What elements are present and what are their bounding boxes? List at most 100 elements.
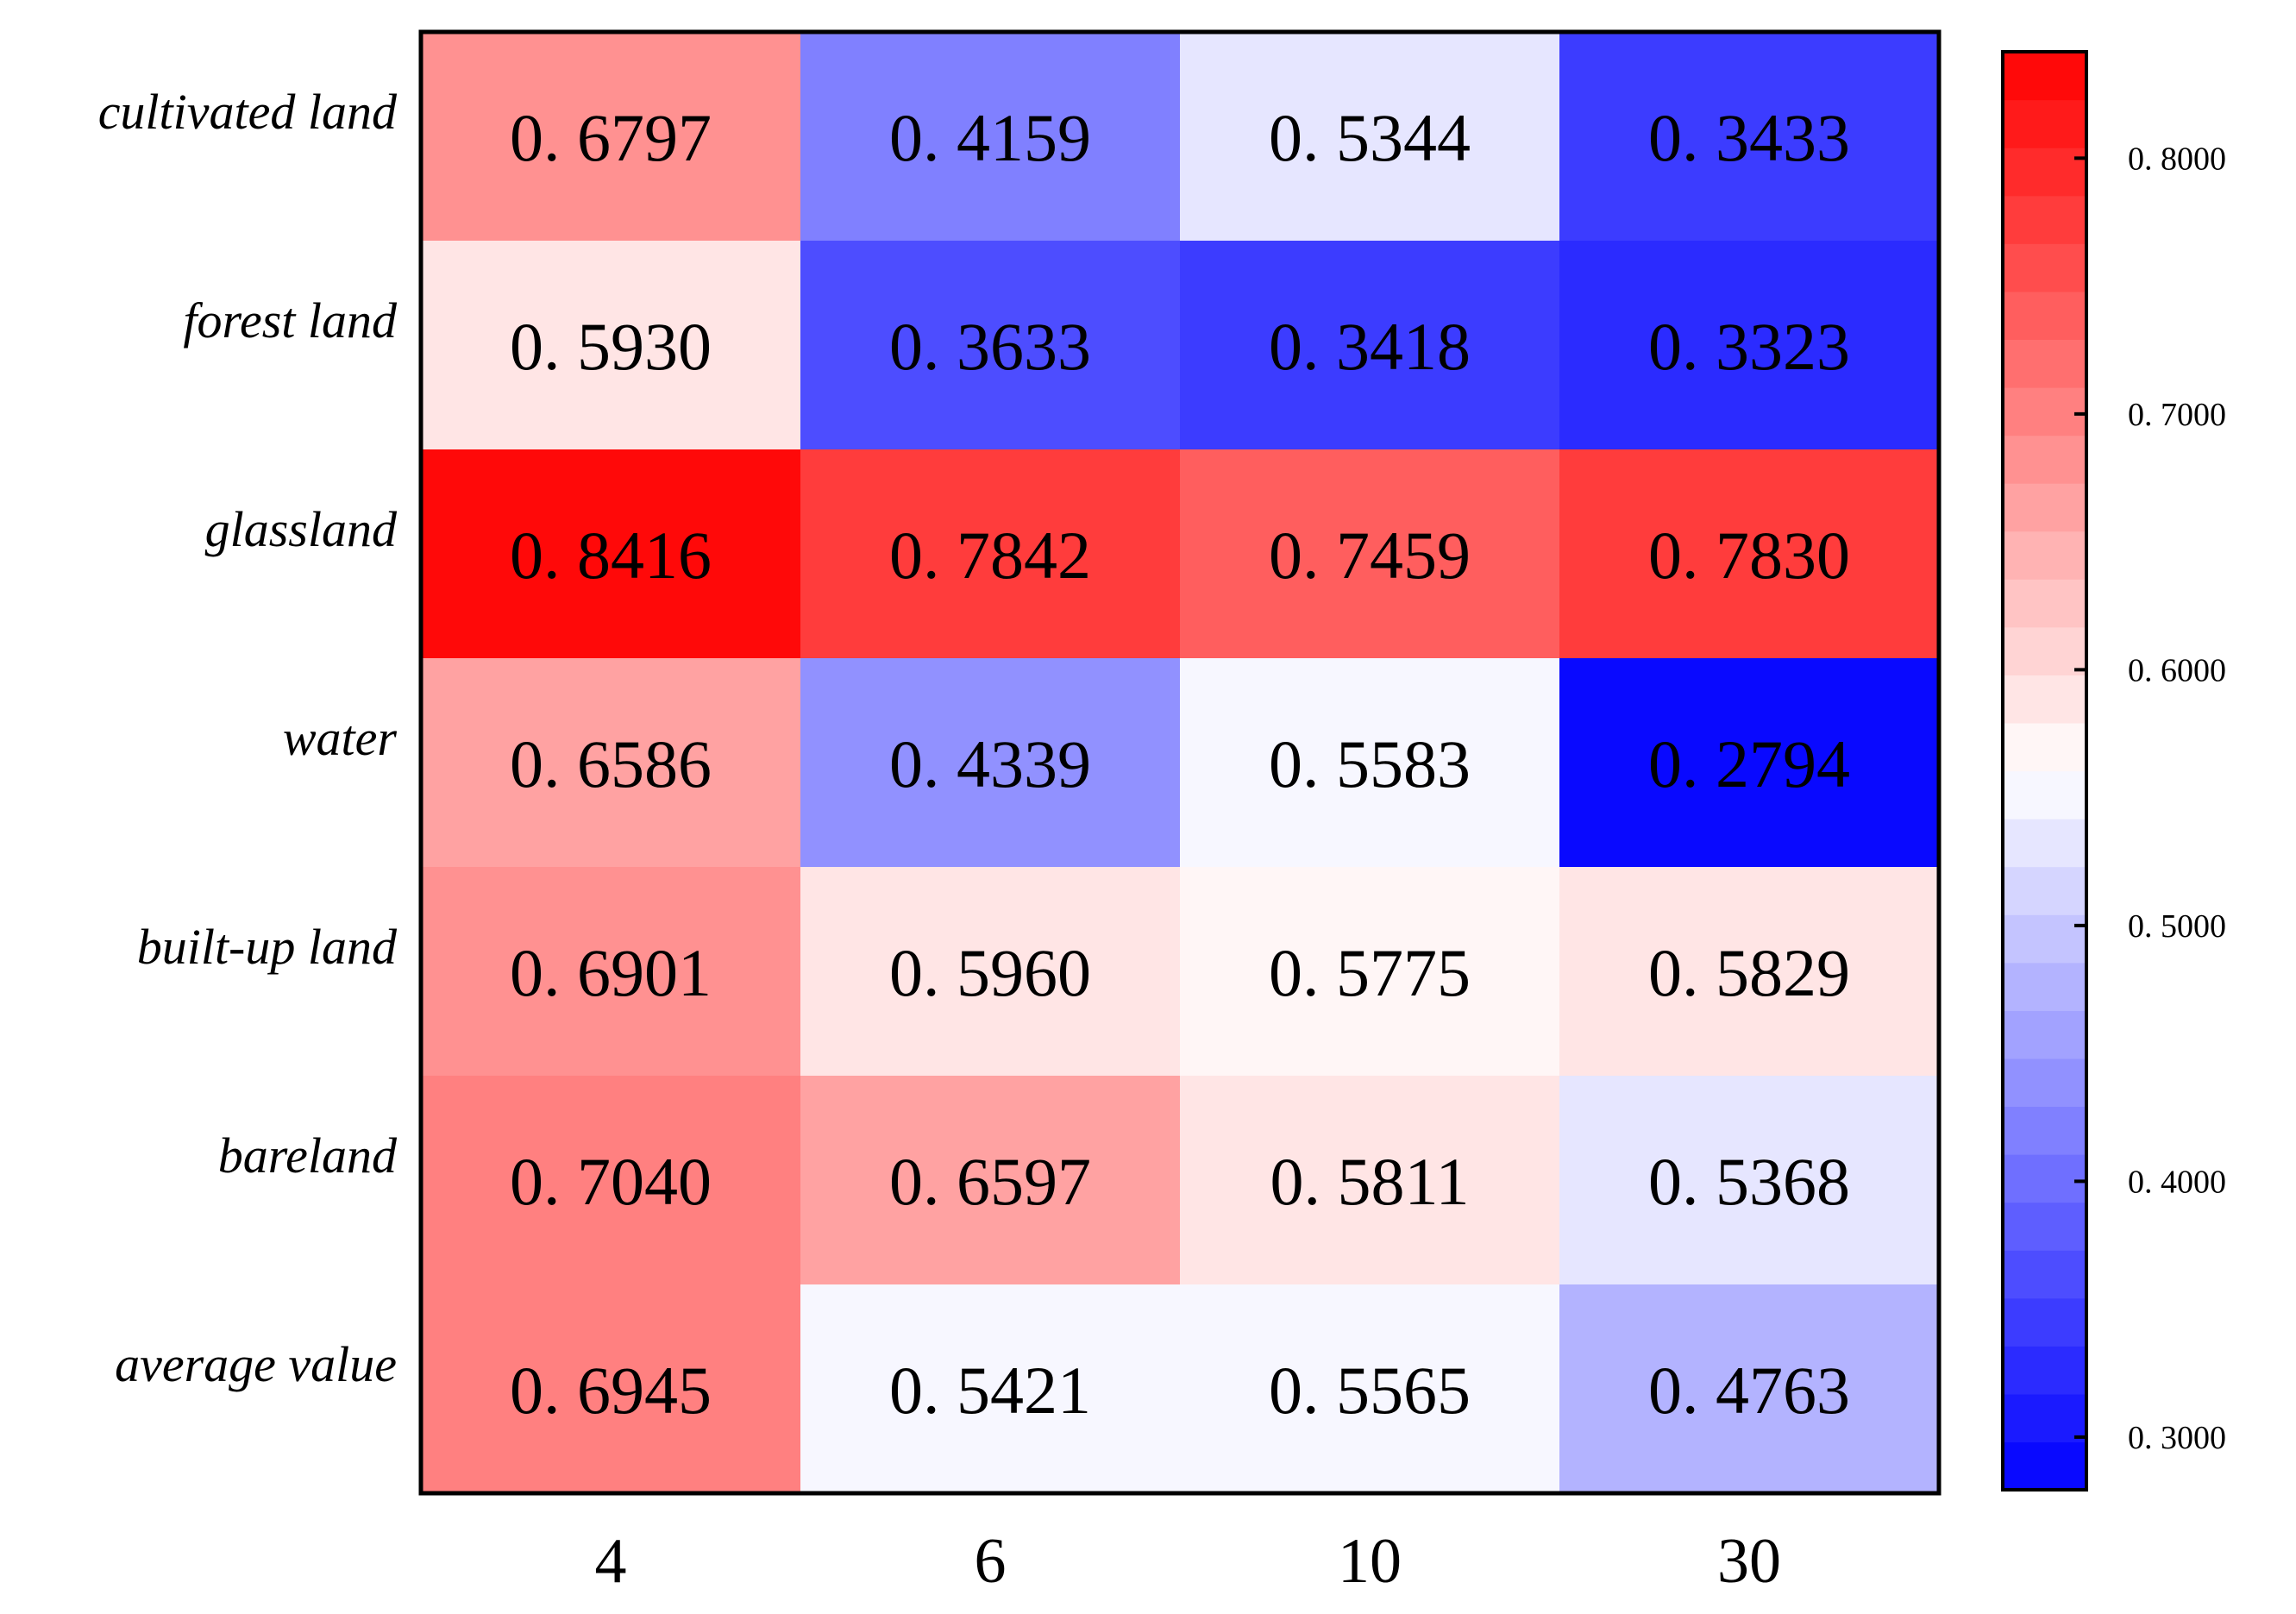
colorbar-band [2003,962,2086,1011]
cell-value-label: 0. 3633 [889,309,1091,384]
heatmap-cell [1559,32,1940,242]
colorbar-band [2003,1346,2086,1395]
cell-value-label: 0. 6597 [889,1144,1091,1219]
cell-value-label: 0. 7040 [510,1144,712,1219]
cell-value-label: 0. 3418 [1269,309,1471,384]
colorbar-band [2003,1441,2086,1491]
cell-value-label: 0. 6797 [510,100,712,175]
cell-value-label: 0. 7830 [1648,518,1850,593]
colorbar-band [2003,1058,2086,1108]
colorbar-tick-label: 0. 3000 [2128,1420,2226,1456]
cell-value-label: 0. 4763 [1648,1353,1850,1428]
colorbar-band [2003,1106,2086,1155]
heatmap-cell [1180,867,1560,1077]
cell-value-label: 0. 5930 [510,309,712,384]
column-label: 6 [975,1526,1007,1597]
cell-value-label: 0. 8416 [510,518,712,593]
colorbar-band [2003,99,2086,148]
column-label: 4 [595,1526,627,1597]
colorbar-band [2003,483,2086,532]
row-label: water [283,710,398,766]
heatmap-cell [1559,867,1940,1077]
heatmap-cell [1559,449,1940,659]
heatmap-cell [1559,1284,1940,1494]
colorbar-band [2003,339,2086,388]
heatmap-cell [421,867,801,1077]
heatmap-cell [800,867,1181,1077]
cell-value-label: 0. 7459 [1269,518,1471,593]
colorbar-band [2003,1250,2086,1299]
cell-value-label: 0. 7842 [889,518,1091,593]
heatmap-cell [1180,449,1560,659]
heatmap-cell [1559,658,1940,868]
heatmap-cell [1180,241,1560,450]
row-label: average value [115,1336,397,1392]
column-label: 30 [1717,1526,1781,1597]
row-labels: cultivated land forest land glassland water… [98,84,398,1392]
cell-value-label: 0. 3323 [1648,309,1850,384]
colorbar-band [2003,435,2086,484]
cell-value-label: 0. 5368 [1648,1144,1850,1219]
cell-value-label: 0. 5344 [1269,100,1471,175]
cell-value-label: 0. 5829 [1648,935,1850,1010]
heatmap-cell [1180,1284,1560,1494]
heatmap-cell [421,658,801,868]
cell-value-label: 0. 5565 [1269,1353,1471,1428]
row-label: forest land [183,292,398,349]
colorbar-band [2003,52,2086,101]
colorbar-band [2003,291,2086,340]
cell-value-label: 0. 3433 [1648,100,1850,175]
row-label: built-up land [137,919,398,975]
row-label: glassland [205,501,398,557]
row-label: cultivated land [98,84,398,140]
heatmap-cell [421,1076,801,1285]
colorbar-band [2003,1297,2086,1347]
colorbar-band [2003,1010,2086,1059]
cell-value-label: 0. 4339 [889,726,1091,801]
colorbar-band [2003,819,2086,868]
colorbar-band [2003,579,2086,628]
cell-value-label: 0. 5583 [1269,726,1471,801]
colorbar-band [2003,243,2086,292]
heatmap-cell [1559,1076,1940,1285]
colorbar-band [2003,1393,2086,1443]
colorbar-tick-label: 0. 4000 [2128,1164,2226,1200]
cell-value-label: 0. 5421 [889,1353,1091,1428]
heatmap-cell [800,32,1181,242]
column-labels: 4 6 10 30 [595,1526,1782,1597]
colorbar-frame [2001,50,2088,1492]
colorbar-tick-label: 0. 5000 [2128,908,2226,945]
plot-frame [418,29,1942,1496]
heatmap-cell [1559,241,1940,450]
colorbar-tick-label: 0. 7000 [2128,397,2226,433]
heatmap-cell [800,1076,1181,1285]
colorbar-band [2003,722,2086,772]
colorbar-tick-label: 0. 6000 [2128,652,2226,688]
heatmap-cell [800,241,1181,450]
heatmap-cell [1180,32,1560,242]
heatmap-cell [421,241,801,450]
colorbar-band [2003,914,2086,964]
column-label: 10 [1338,1526,1402,1597]
heatmap-cell [421,32,801,242]
cell-value-label: 0. 5775 [1269,935,1471,1010]
heatmap-cell [421,1284,801,1494]
colorbar-band [2003,148,2086,197]
colorbar-band [2003,386,2086,436]
heatmap-cell [800,658,1181,868]
colorbar-band [2003,1202,2086,1251]
cell-value-labels: 0. 6797 0. 4159 0. 5344 0. 3433 0. 5930 0. 36… [510,100,1850,1428]
cell-value-label: 0. 6945 [510,1353,712,1428]
colorbar-band [2003,770,2086,820]
cell-value-label: 0. 2794 [1648,726,1850,801]
colorbar: 0. 3000 0. 4000 0. 5000 0. 6000 0. 7000 0. 80… [2001,50,2226,1492]
colorbar-tick-label: 0. 8000 [2128,141,2226,177]
colorbar-band [2003,675,2086,724]
cell-value-label: 0. 5811 [1270,1144,1469,1219]
cell-value-label: 0. 6901 [510,935,712,1010]
cell-value-label: 0. 6586 [510,726,712,801]
heatmap-cells [421,32,1940,1494]
heatmap-cell [800,449,1181,659]
heatmap-cell [1180,1076,1560,1285]
